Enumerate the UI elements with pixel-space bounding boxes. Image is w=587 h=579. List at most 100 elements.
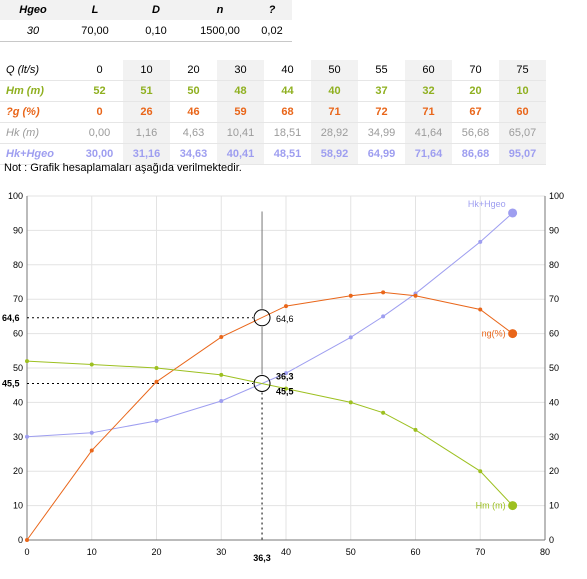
table-cell: 31,16 bbox=[123, 143, 170, 165]
param-header-d: D bbox=[124, 0, 188, 21]
table-cell: 41,64 bbox=[405, 122, 452, 144]
y-tick-label-left: 60 bbox=[13, 329, 23, 339]
row-label: Hk+Hgeo bbox=[0, 143, 76, 165]
y-tick-label-left: 0 bbox=[18, 535, 23, 545]
x-tick-label: 0 bbox=[24, 547, 29, 557]
data-point bbox=[89, 430, 94, 435]
data-point bbox=[154, 418, 159, 423]
table-cell: 95,07 bbox=[499, 143, 546, 165]
data-point bbox=[25, 538, 29, 542]
data-point bbox=[508, 208, 518, 218]
x-tick-label: 40 bbox=[281, 547, 291, 557]
table-cell: 52 bbox=[76, 80, 123, 102]
table-cell: 20 bbox=[170, 60, 217, 81]
table-cell: 67 bbox=[452, 101, 499, 123]
table-row: Hk (m) 0,00 1,16 4,63 10,41 18,51 28,92 34,99 41… bbox=[0, 122, 546, 144]
table-cell: 0 bbox=[76, 101, 123, 123]
data-point bbox=[508, 501, 518, 511]
data-point bbox=[413, 427, 418, 432]
data-point bbox=[89, 448, 94, 453]
table-cell: 28,92 bbox=[311, 122, 358, 144]
table-cell: 10,41 bbox=[217, 122, 264, 144]
row-label: Hm (m) bbox=[0, 80, 76, 102]
data-point bbox=[219, 398, 224, 403]
y-tick-label-right: 20 bbox=[549, 466, 559, 476]
table-row: Q (lt/s) 0 10 20 30 40 50 55 60 70 75 bbox=[0, 60, 546, 81]
data-point bbox=[478, 307, 483, 312]
table-cell: 30,00 bbox=[76, 143, 123, 165]
y-tick-label-left: 30 bbox=[13, 432, 23, 442]
table-cell: 1,16 bbox=[123, 122, 170, 144]
row-label: Q (lt/s) bbox=[0, 60, 76, 81]
table-cell: 44 bbox=[264, 80, 311, 102]
y-tick-label-right: 40 bbox=[549, 397, 559, 407]
param-value-hgeo: 30 bbox=[0, 20, 66, 42]
data-point bbox=[284, 371, 288, 376]
series-line bbox=[26, 291, 513, 541]
x-tick-label: 30 bbox=[216, 547, 226, 557]
table-cell: 40,41 bbox=[217, 143, 264, 165]
parameters-value-row: 30 70,00 0,10 1500,00 0,02 bbox=[0, 20, 292, 42]
y-tick-label-left: 90 bbox=[13, 225, 23, 235]
table-cell: 26 bbox=[123, 101, 170, 123]
param-header-n: n bbox=[188, 0, 252, 21]
y-tick-label-right: 0 bbox=[549, 535, 554, 545]
y-tick-label-left: 50 bbox=[13, 363, 23, 373]
flow-value-label: 36,3 bbox=[276, 371, 294, 381]
table-cell: 0 bbox=[76, 60, 123, 81]
data-point bbox=[154, 366, 159, 370]
table-cell: 10 bbox=[123, 60, 170, 81]
y-tick-label-right: 50 bbox=[549, 363, 559, 373]
y-tick-label-left: 20 bbox=[13, 466, 23, 476]
table-cell: 4,63 bbox=[170, 122, 217, 144]
data-point bbox=[348, 293, 353, 298]
efficiency-value-label: 64,6 bbox=[276, 314, 294, 324]
series-line bbox=[26, 212, 513, 438]
table-cell: 48 bbox=[217, 80, 264, 102]
y-tick-label-right: 10 bbox=[549, 501, 559, 511]
data-point bbox=[25, 434, 29, 439]
y-tick-label-left: 40 bbox=[13, 397, 23, 407]
data-point bbox=[413, 293, 418, 298]
table-cell: 56,68 bbox=[452, 122, 499, 144]
data-point bbox=[154, 379, 159, 384]
table-cell: 32 bbox=[405, 80, 452, 102]
param-header-l: L bbox=[66, 0, 124, 21]
table-cell: 65,07 bbox=[499, 122, 546, 144]
data-point bbox=[89, 362, 94, 367]
pump-data-table: Q (lt/s) 0 10 20 30 40 50 55 60 70 75 Hm (m) 52 51 50 4… bbox=[0, 60, 546, 165]
table-cell: 51 bbox=[123, 80, 170, 102]
table-cell: 20 bbox=[452, 80, 499, 102]
table-cell: 75 bbox=[499, 60, 546, 81]
table-cell: 37 bbox=[358, 80, 405, 102]
head-value-label: 45,5 bbox=[276, 386, 294, 396]
parameters-table: Hgeo L D n ? 30 70,00 0,10 1500,00 0,02 bbox=[0, 0, 292, 42]
table-cell: 60 bbox=[405, 60, 452, 81]
table-cell: 50 bbox=[170, 80, 217, 102]
table-cell: 59 bbox=[217, 101, 264, 123]
table-cell: 46 bbox=[170, 101, 217, 123]
table-cell: 58,92 bbox=[311, 143, 358, 165]
table-cell: 40 bbox=[264, 60, 311, 81]
y-tick-label-left: 80 bbox=[13, 260, 23, 270]
param-header-q: ? bbox=[252, 0, 292, 21]
operating-point-marker bbox=[253, 374, 271, 392]
y-tick-label-left: 70 bbox=[13, 294, 23, 304]
data-point bbox=[348, 400, 353, 405]
series-label: Hm (m) bbox=[476, 501, 506, 511]
row-label: ?g (%) bbox=[0, 101, 76, 123]
efficiency-axis-label: 64,6 bbox=[2, 313, 20, 323]
data-point bbox=[25, 359, 29, 364]
x-tick-label: 10 bbox=[87, 547, 97, 557]
table-cell: 34,63 bbox=[170, 143, 217, 165]
operating-point-marker bbox=[253, 309, 271, 327]
series-label: ng(%) bbox=[482, 329, 506, 339]
x-tick-label: 20 bbox=[151, 547, 161, 557]
y-tick-label-right: 30 bbox=[549, 432, 559, 442]
y-tick-label-left: 10 bbox=[13, 501, 23, 511]
parameters-header-row: Hgeo L D n ? bbox=[0, 0, 292, 21]
table-cell: 48,51 bbox=[264, 143, 311, 165]
param-value-q: 0,02 bbox=[252, 20, 292, 42]
x-tick-label: 70 bbox=[475, 547, 485, 557]
data-point bbox=[284, 304, 288, 309]
